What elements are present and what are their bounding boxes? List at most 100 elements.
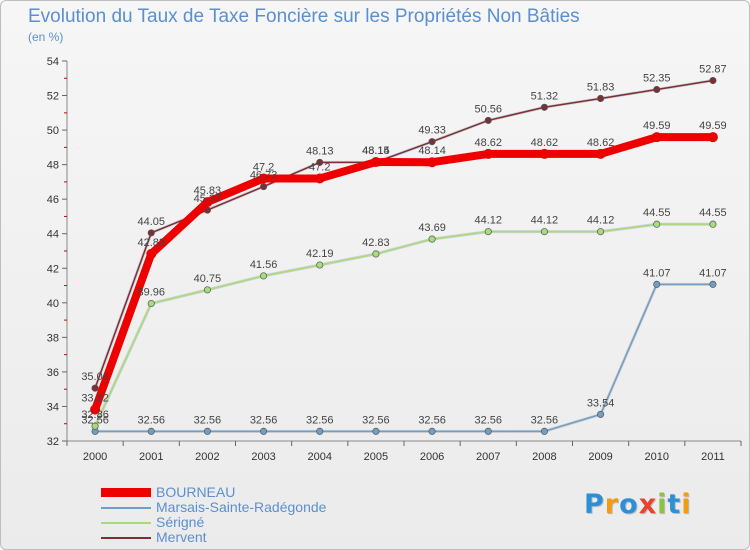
legend-swatch [101, 537, 151, 539]
data-label: 49.33 [418, 125, 446, 137]
data-label: 44.05 [137, 216, 165, 228]
data-point [595, 148, 606, 159]
data-point [483, 148, 494, 159]
data-label: 46.73 [250, 170, 278, 182]
data-point [484, 116, 492, 124]
data-label: 44.55 [643, 207, 671, 219]
data-label: 41.56 [250, 259, 278, 271]
data-label: 40.75 [194, 273, 222, 285]
legend-label: Mervent [156, 529, 207, 545]
data-point [316, 427, 324, 435]
data-label: 51.83 [587, 81, 615, 93]
proxiti-logo: Proxiti [584, 489, 692, 520]
series-line [94, 79, 714, 389]
data-point [316, 158, 324, 166]
data-point [258, 173, 269, 184]
data-point [709, 280, 717, 288]
data-point [260, 427, 268, 435]
data-label: 43.69 [418, 222, 446, 234]
series-line [94, 283, 714, 433]
x-tick-label: 2004 [308, 451, 332, 463]
data-label: 32.56 [306, 414, 334, 426]
data-point [539, 148, 550, 159]
data-label: 41.07 [643, 267, 671, 279]
legend-label: BOURNEAU [156, 484, 236, 500]
y-tick-label: 54 [47, 56, 59, 68]
y-tick-label: 52 [47, 91, 59, 103]
series-line [91, 133, 717, 414]
data-label: 44.55 [699, 207, 727, 219]
data-point [146, 248, 157, 259]
data-point [597, 94, 605, 103]
y-tick-label: 32 [47, 436, 59, 448]
data-label: 32.56 [81, 414, 109, 426]
data-point [203, 427, 211, 435]
x-tick-label: 2000 [83, 451, 107, 463]
x-tick-label: 2008 [532, 451, 556, 463]
x-tick-label: 2005 [364, 451, 388, 463]
legend-label: Sérigné [156, 514, 205, 530]
data-point [709, 76, 717, 85]
data-label: 35.06 [81, 371, 109, 383]
data-label: 48.62 [474, 137, 502, 149]
data-point [540, 228, 548, 236]
y-tick-label: 46 [47, 194, 59, 206]
data-point [653, 280, 661, 288]
series-line-shadow [93, 79, 714, 389]
data-label: 32.56 [531, 414, 559, 426]
logo-letter: x [638, 489, 658, 520]
data-label: 32.56 [418, 414, 446, 426]
data-label: 48.15 [362, 145, 390, 157]
data-label: 42.19 [306, 248, 334, 260]
data-label: 48.62 [587, 137, 615, 149]
series-line-shadow [95, 282, 713, 433]
data-point [653, 220, 661, 228]
chart-unit-label: (en %) [28, 30, 64, 44]
x-tick-label: 2009 [588, 451, 612, 463]
y-tick-label: 50 [47, 125, 59, 137]
data-point [370, 157, 381, 168]
data-label: 52.87 [699, 64, 727, 76]
data-label: 32.56 [250, 414, 278, 426]
x-tick-label: 2003 [251, 451, 275, 463]
data-label: 49.59 [643, 120, 671, 132]
data-point [314, 173, 325, 184]
y-tick-label: 38 [47, 332, 59, 344]
x-tick-label: 2010 [645, 451, 669, 463]
data-point [372, 427, 380, 435]
data-label: 52.35 [643, 73, 671, 85]
data-point [147, 229, 155, 237]
data-point [427, 157, 438, 168]
data-point [316, 261, 324, 269]
data-point [540, 103, 548, 111]
legend-swatch [101, 522, 151, 524]
data-label: 45.37 [194, 193, 222, 205]
data-point [707, 132, 718, 143]
x-tick-label: 2001 [139, 451, 163, 463]
y-tick-label: 48 [47, 160, 59, 172]
data-label: 48.13 [306, 145, 334, 157]
y-tick-label: 36 [47, 367, 59, 379]
y-tick-label: 44 [47, 229, 59, 241]
logo-letter: P [584, 489, 605, 520]
data-label: 45.83 [194, 185, 222, 197]
data-point [147, 299, 155, 308]
series-line-shadow [93, 222, 713, 427]
data-point [90, 404, 101, 415]
logo-letter: t [667, 489, 682, 520]
data-label: 32.56 [474, 414, 502, 426]
x-tick-label: 2006 [420, 451, 444, 463]
logo-letter: r [604, 489, 620, 520]
data-point [428, 138, 436, 146]
data-label: 33.82 [81, 393, 109, 405]
series-line [94, 223, 714, 427]
data-point [651, 132, 662, 143]
data-point [91, 384, 99, 392]
data-point [147, 427, 155, 435]
data-point [484, 228, 492, 236]
data-label: 32.56 [194, 414, 222, 426]
data-point [203, 286, 211, 294]
data-label: 32.56 [362, 414, 390, 426]
data-label: 32.86 [81, 409, 109, 421]
data-label: 48.14 [362, 145, 390, 157]
